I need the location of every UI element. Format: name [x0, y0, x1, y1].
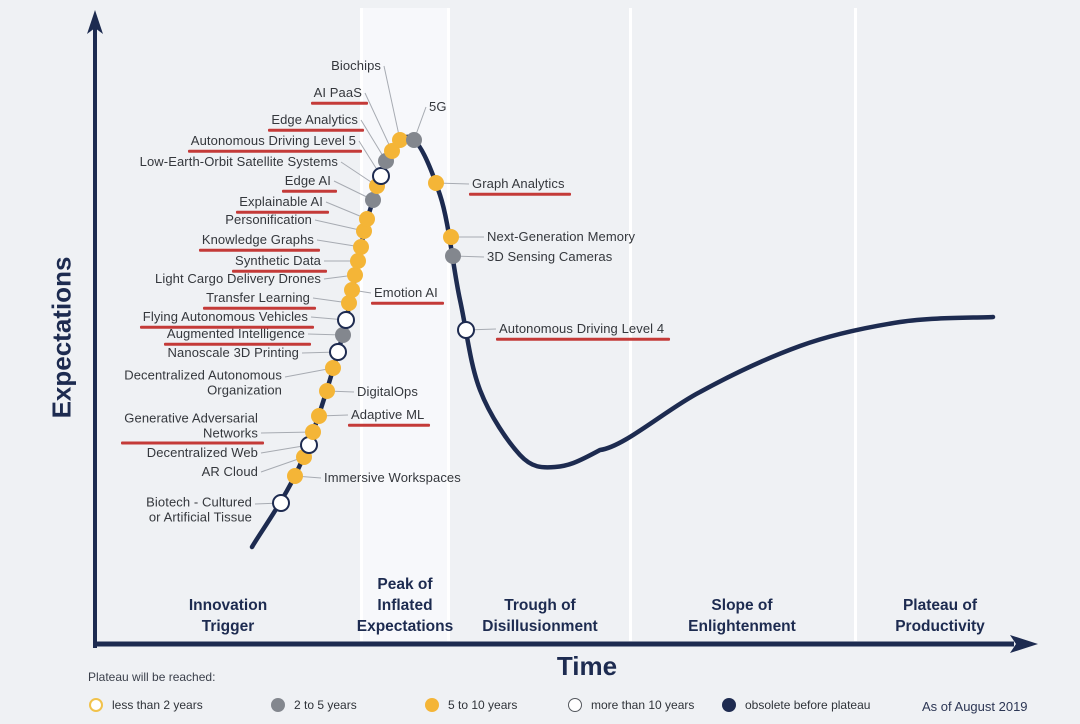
tech-dot-generative-adversarial-networks [305, 424, 321, 440]
legend-item-5-to-10-years: 5 to 10 years [425, 698, 517, 712]
tech-dot-biotech-cultured-or-artificial-tissue [272, 494, 290, 512]
tech-dot-biochips [392, 132, 408, 148]
tech-dot-graph-analytics [428, 175, 444, 191]
phase-separators [360, 8, 857, 641]
peak-column-band [361, 8, 449, 641]
leader-line-edge-analytics [360, 119, 387, 162]
phase-slope-of-enlightenment: Slope of Enlightenment [688, 597, 796, 635]
tech-dot-flying-autonomous-vehicles [337, 311, 355, 329]
leader-line-generative-adversarial-networks [260, 431, 314, 434]
leader-line-ai-paas [364, 92, 393, 152]
tech-dot-autonomous-driving-level-5 [372, 167, 390, 185]
tech-label-digitalops: DigitalOps [357, 383, 418, 399]
technology-dots [272, 132, 475, 512]
tech-dot-autonomous-driving-level-4 [457, 321, 475, 339]
tech-label-adaptive-ml: Adaptive ML [347, 406, 431, 426]
legend-dot-less-than-2-years-icon [89, 698, 103, 712]
tech-dot-personification [356, 223, 372, 239]
leader-line-decentralized-autonomous-organization [284, 367, 334, 378]
tech-dot-5g [406, 132, 422, 148]
legend-item-obsolete-before-plateau: obsolete before plateau [722, 698, 870, 712]
tech-dot-digitalops [319, 383, 335, 399]
tech-dot-explainable-ai [359, 211, 375, 227]
legend-dot-more-than-10-years-icon [568, 698, 582, 712]
tech-label-nanoscale-3d-printing: Nanoscale 3D Printing [167, 344, 299, 360]
tech-label-ar-cloud: AR Cloud [201, 463, 258, 479]
tech-label-biochips: Biochips [331, 57, 381, 73]
tech-label-graph-analytics: Graph Analytics [469, 175, 571, 195]
tech-dot-synthetic-data [350, 253, 366, 269]
tech-dot-transfer-learning [341, 295, 357, 311]
tech-label-emotion-ai: Emotion AI [371, 284, 444, 304]
tech-label-autonomous-driving-level-5: Autonomous Driving Level 5 [187, 132, 363, 152]
tech-dot-3d-sensing-cameras [445, 248, 461, 264]
tech-dot-light-cargo-delivery-drones [347, 267, 363, 283]
tech-label-ai-paas: AI PaaS [310, 84, 369, 104]
tech-dot-next-generation-memory [443, 229, 459, 245]
tech-dot-augmented-intelligence [335, 327, 351, 343]
leader-line-personification [314, 219, 365, 232]
phase-trough-of-disillusionment: Trough of Disillusionment [482, 597, 598, 635]
legend-label: 5 to 10 years [448, 698, 518, 712]
tech-dot-knowledge-graphs [353, 239, 369, 255]
tech-label-decentralized-web: Decentralized Web [146, 444, 258, 460]
tech-dot-emotion-ai [344, 282, 360, 298]
legend-item-more-than-10-years: more than 10 years [568, 698, 694, 712]
legend-item-less-than-2-years: less than 2 years [89, 698, 203, 712]
x-axis-arrow [1010, 635, 1038, 653]
legend-dot-2-to-5-years-icon [271, 698, 285, 712]
as-of-date: As of August 2019 [922, 699, 1028, 714]
y-axis-arrow [87, 10, 103, 34]
tech-dot-ai-paas [384, 143, 400, 159]
tech-label-personification: Personification [225, 211, 312, 227]
legend-label: 2 to 5 years [294, 698, 357, 712]
tech-label-next-generation-memory: Next-Generation Memory [487, 228, 636, 244]
tech-label-augmented-intelligence: Augmented Intelligence [163, 325, 312, 345]
legend-label: more than 10 years [591, 698, 695, 712]
tech-label-explainable-ai: Explainable AI [236, 193, 329, 213]
tech-label-3d-sensing-cameras: 3D Sensing Cameras [487, 248, 613, 264]
tech-label-synthetic-data: Synthetic Data [232, 252, 327, 272]
phase-peak-of-inflated-expectations: Peak of Inflated Expectations [356, 576, 454, 635]
legend-dot-obsolete-before-plateau-icon [722, 698, 736, 712]
legend-label: less than 2 years [112, 698, 203, 712]
tech-label-5g: 5G [429, 98, 447, 114]
tech-label-edge-ai: Edge AI [281, 172, 338, 192]
x-axis-title: Time [556, 651, 618, 681]
legend-dot-5-to-10-years-icon [425, 698, 439, 712]
phase-plateau-of-productivity: Plateau of Productivity [895, 597, 985, 635]
tech-label-transfer-learning: Transfer Learning [203, 289, 316, 309]
tech-label-edge-analytics: Edge Analytics [268, 111, 364, 131]
tech-dot-decentralized-autonomous-organization [325, 360, 341, 376]
phase-innovation-trigger: Innovation Trigger [188, 597, 268, 635]
tech-dot-nanoscale-3d-printing [329, 343, 347, 361]
tech-label-flying-autonomous-vehicles: Flying Autonomous Vehicles [139, 308, 315, 328]
legend-item-2-to-5-years: 2 to 5 years [271, 698, 357, 712]
tech-dot-immersive-workspaces [287, 468, 303, 484]
tech-label-immersive-workspaces: Immersive Workspaces [324, 469, 461, 485]
legend-label: obsolete before plateau [745, 698, 871, 712]
leader-line-biochips [383, 65, 401, 141]
tech-label-autonomous-driving-level-4: Autonomous Driving Level 4 [495, 320, 671, 340]
tech-dot-adaptive-ml [311, 408, 327, 424]
tech-label-biotech-cultured-or-artificial-tissue: Biotech - Cultured or Artificial Tissue [146, 494, 252, 524]
tech-label-low-earth-orbit-satellite-systems: Low-Earth-Orbit Satellite Systems [139, 153, 338, 169]
y-axis-title: Expectations [46, 256, 77, 419]
legend-title: Plateau will be reached: [88, 670, 216, 684]
tech-label-light-cargo-delivery-drones: Light Cargo Delivery Drones [155, 270, 321, 286]
tech-dot-edge-ai [365, 192, 381, 208]
tech-label-knowledge-graphs: Knowledge Graphs [198, 231, 321, 251]
tech-label-generative-adversarial-networks: Generative Adversarial Networks [121, 410, 264, 445]
tech-label-decentralized-autonomous-organization: Decentralized Autonomous Organization [124, 367, 282, 397]
